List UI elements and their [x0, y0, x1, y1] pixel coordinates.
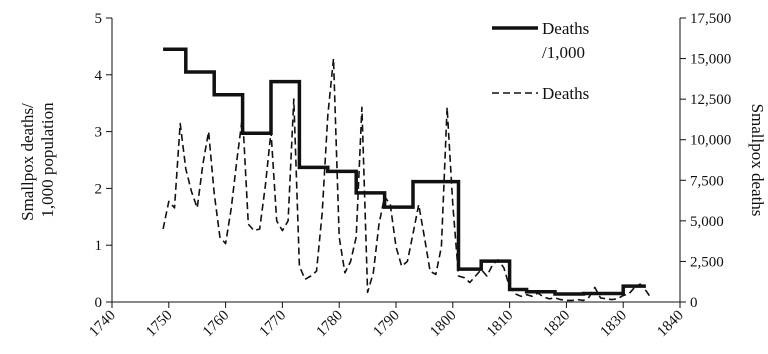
- right-y-tick-label: 17,500: [690, 11, 731, 27]
- x-tick-label: 1800: [427, 308, 460, 341]
- left-y-axis-title-line-2: 1,000 population: [38, 102, 57, 218]
- right-y-tick-label: 12,500: [690, 92, 731, 108]
- series-layer: [162, 47, 653, 302]
- left-y-tick-label: 4: [95, 68, 103, 84]
- x-tick-label: 1810: [484, 308, 517, 341]
- x-tick-label: 1830: [598, 308, 631, 341]
- left-y-tick-label: 2: [95, 181, 103, 197]
- x-tick-label: 1760: [200, 308, 233, 341]
- right-y-axis-title: Smallpox deaths: [748, 104, 767, 217]
- x-tick-label: 1750: [143, 308, 176, 341]
- x-axis-ticks: 1740 1750 1760 1770 1780 1790 1800 1810 1820 1830…: [86, 302, 687, 340]
- left-y-tick-label: 3: [95, 125, 103, 141]
- left-y-tick-label: 1: [95, 238, 103, 254]
- left-y-axis-title-line-1: Smallpox deaths/: [18, 103, 37, 221]
- right-y-tick-label: 5,000: [690, 214, 724, 230]
- right-y-tick-label: 0: [690, 295, 698, 311]
- right-y-tick-label: 15,000: [690, 52, 731, 68]
- series-deaths-line: [162, 57, 653, 302]
- x-tick-label: 1790: [370, 308, 403, 341]
- right-y-tick-label: 7,500: [690, 173, 724, 189]
- legend-rate-label-line-1: Deaths: [542, 19, 589, 38]
- x-tick-label: 1770: [257, 308, 290, 341]
- left-y-tick-label: 5: [95, 11, 103, 27]
- legend-rate-label-line-2: /1,000: [542, 43, 585, 62]
- left-y-axis-ticks: 0 1 2 3 4 5: [95, 11, 112, 311]
- right-y-tick-label: 2,500: [690, 254, 724, 270]
- left-y-tick-label: 0: [95, 295, 103, 311]
- x-tick-label: 1820: [541, 308, 574, 341]
- right-y-tick-label: 10,000: [690, 133, 731, 149]
- legend: Deaths /1,000 Deaths: [488, 10, 628, 105]
- x-tick-label: 1780: [314, 308, 347, 341]
- x-tick-label: 1840: [654, 308, 687, 341]
- legend-rate-label: Deaths /1,000: [542, 19, 593, 62]
- left-y-axis-title: Smallpox deaths/ 1,000 population: [18, 99, 57, 221]
- legend-deaths-label: Deaths: [542, 84, 589, 103]
- legend-background: [488, 10, 628, 105]
- right-y-axis-ticks: 0 2,500 5,000 7,500 10,000 12,500 15,000 17,500: [680, 11, 731, 311]
- series-deaths-per-1000-steps: [163, 47, 646, 296]
- x-tick-label: 1740: [86, 308, 119, 341]
